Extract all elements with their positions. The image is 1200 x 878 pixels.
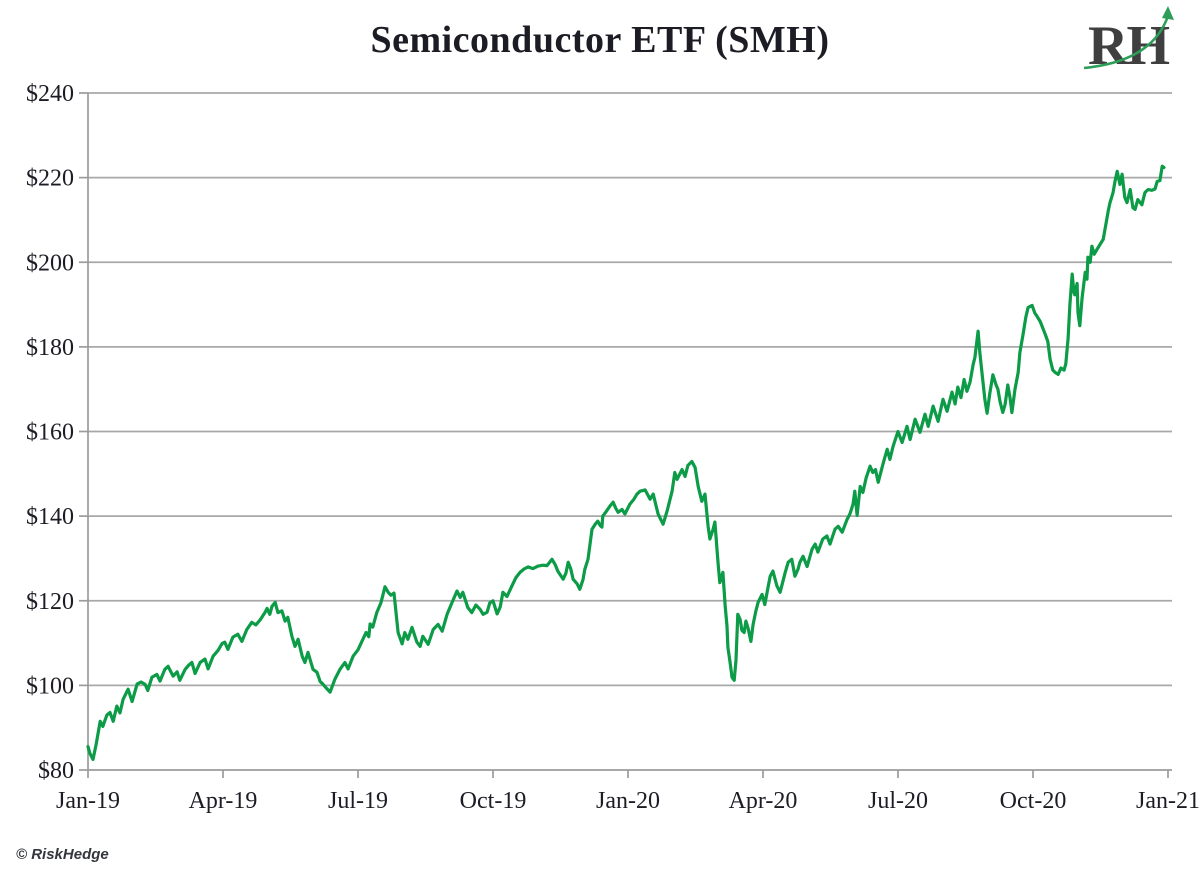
copyright-credit: © RiskHedge [16,846,109,863]
x-axis-label: Jan-19 [56,788,120,814]
x-axis-label: Jan-20 [596,788,660,814]
y-axis-label: $100 [26,673,74,699]
x-axis-label: Oct-19 [460,788,527,814]
y-axis-label: $160 [26,420,74,446]
y-axis-label: $240 [26,81,74,107]
x-axis-label: Jul-20 [868,788,928,814]
y-axis-label: $120 [26,589,74,615]
y-axis-label: $220 [26,166,74,192]
y-axis-label: $180 [26,335,74,361]
x-axis-label: Jan-21 [1136,788,1200,814]
x-axis-label: Oct-20 [1000,788,1067,814]
y-axis-label: $80 [38,758,74,784]
price-line [86,164,1166,762]
riskhedge-logo: RH [1083,6,1174,74]
x-axis-label: Jul-19 [328,788,388,814]
logo-growth-arrow-icon [1083,15,1170,70]
x-axis-label: Apr-19 [189,788,258,814]
page-title: Semiconductor ETF (SMH) [370,19,830,61]
y-axis-label: $200 [26,250,74,276]
logo-arrowhead-icon [1162,6,1174,20]
x-axis-label: Apr-20 [729,788,798,814]
y-axis-label: $140 [26,504,74,530]
